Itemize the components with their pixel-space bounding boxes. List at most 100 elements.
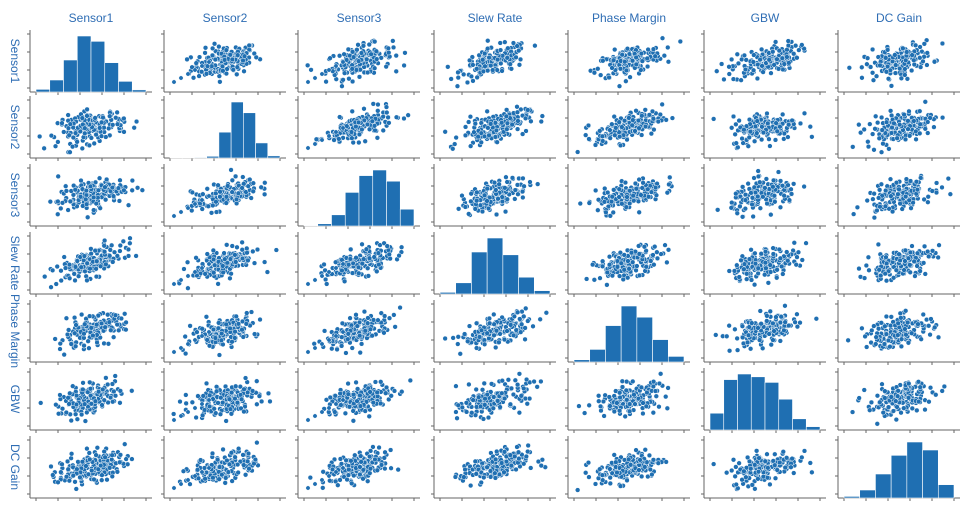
scatter-point bbox=[595, 66, 601, 72]
scatter-point bbox=[907, 249, 914, 256]
scatter-point bbox=[627, 74, 633, 80]
scatter-point bbox=[63, 188, 70, 194]
scatter-point bbox=[882, 203, 889, 209]
scatter-point bbox=[754, 130, 760, 136]
scatter-point bbox=[784, 249, 790, 255]
scatter-point bbox=[88, 135, 95, 141]
scatter-point bbox=[97, 263, 104, 269]
scatter-point bbox=[223, 47, 230, 53]
scatter-point bbox=[87, 183, 94, 189]
scatter-point bbox=[105, 341, 112, 347]
scatter-point bbox=[643, 264, 649, 270]
scatter-point bbox=[645, 46, 651, 53]
scatter-point bbox=[746, 256, 753, 262]
scatter-point bbox=[323, 79, 329, 85]
scatter-point bbox=[734, 210, 740, 216]
scatter-point bbox=[455, 74, 461, 81]
scatter-point bbox=[619, 52, 625, 58]
scatter-point bbox=[103, 261, 109, 268]
scatter-point bbox=[88, 325, 94, 331]
scatter-point bbox=[917, 55, 923, 61]
scatter-point bbox=[456, 206, 462, 212]
scatter-point bbox=[884, 47, 891, 53]
scatter-point bbox=[348, 246, 354, 253]
scatter-point bbox=[374, 135, 381, 141]
scatter-point bbox=[878, 114, 885, 121]
scatter-point bbox=[488, 62, 494, 69]
scatter-point bbox=[494, 56, 501, 63]
scatter-point bbox=[606, 254, 613, 260]
scatter-point bbox=[468, 73, 475, 80]
scatter-point bbox=[129, 187, 135, 193]
scatter-point bbox=[485, 45, 491, 52]
scatter-point bbox=[491, 179, 498, 186]
scatter-point bbox=[762, 185, 768, 191]
scatter-point bbox=[83, 196, 89, 203]
histogram-bar bbox=[131, 89, 147, 93]
scatter-point bbox=[765, 280, 771, 286]
scatter-point bbox=[789, 117, 795, 124]
scatter-point bbox=[200, 191, 206, 197]
scatter-point bbox=[607, 127, 613, 133]
column-label-phase-margin: Phase Margin bbox=[592, 11, 666, 25]
scatter-point bbox=[633, 108, 639, 114]
scatter-point bbox=[873, 73, 880, 79]
scatter-point bbox=[645, 194, 652, 200]
scatter-point bbox=[114, 109, 120, 116]
scatter-point bbox=[586, 200, 592, 206]
scatter-point bbox=[83, 187, 89, 194]
scatter-point bbox=[610, 209, 616, 216]
scatter-point bbox=[871, 147, 877, 153]
row-label-sensor1: Sensor1 bbox=[8, 39, 22, 84]
scatter-point bbox=[319, 137, 325, 143]
scatter-point bbox=[376, 261, 382, 268]
scatter-point bbox=[99, 119, 105, 125]
scatter-point bbox=[793, 262, 799, 268]
scatter-point bbox=[876, 187, 883, 193]
scatter-point bbox=[903, 57, 909, 63]
scatter-point bbox=[777, 255, 784, 261]
histogram-bar bbox=[49, 79, 64, 93]
scatter-point bbox=[929, 248, 936, 254]
scatter-point bbox=[340, 59, 346, 65]
histogram-bar bbox=[243, 112, 256, 159]
scatter-point bbox=[472, 206, 478, 212]
scatter-point bbox=[67, 121, 73, 127]
scatter-point bbox=[273, 247, 279, 253]
scatter-point bbox=[794, 254, 800, 260]
scatter-point bbox=[933, 180, 940, 186]
panel-sensor2-vs-sensor1 bbox=[27, 96, 152, 161]
scatter-point bbox=[748, 277, 755, 283]
scatter-point bbox=[861, 275, 868, 281]
scatter-point bbox=[608, 198, 615, 205]
scatter-point bbox=[209, 52, 216, 59]
scatter-point bbox=[232, 329, 238, 335]
scatter-point bbox=[742, 206, 748, 212]
scatter-point bbox=[48, 284, 54, 290]
scatter-point bbox=[48, 132, 55, 139]
scatter-point bbox=[482, 63, 488, 69]
scatter-point bbox=[192, 337, 198, 343]
scatter-point bbox=[777, 204, 784, 210]
scatter-point bbox=[371, 65, 378, 71]
scatter-point bbox=[239, 247, 245, 253]
scatter-point bbox=[757, 56, 763, 63]
scatter-point bbox=[66, 275, 73, 281]
scatter-point bbox=[319, 273, 325, 279]
scatter-point bbox=[527, 179, 533, 185]
scatter-point bbox=[617, 133, 623, 140]
panel-sensor1-vs-gbw bbox=[701, 30, 826, 95]
scatter-point bbox=[741, 52, 748, 59]
scatter-point bbox=[81, 253, 88, 259]
scatter-point bbox=[72, 187, 78, 193]
scatter-point bbox=[204, 63, 211, 69]
scatter-point bbox=[261, 259, 268, 265]
scatter-point bbox=[939, 184, 945, 191]
scatter-point bbox=[759, 63, 765, 69]
scatter-point bbox=[780, 66, 786, 73]
scatter-point bbox=[370, 101, 376, 107]
scatter-point bbox=[623, 67, 630, 74]
scatter-point bbox=[57, 346, 63, 352]
scatter-point bbox=[333, 265, 339, 271]
scatter-point bbox=[58, 268, 64, 274]
